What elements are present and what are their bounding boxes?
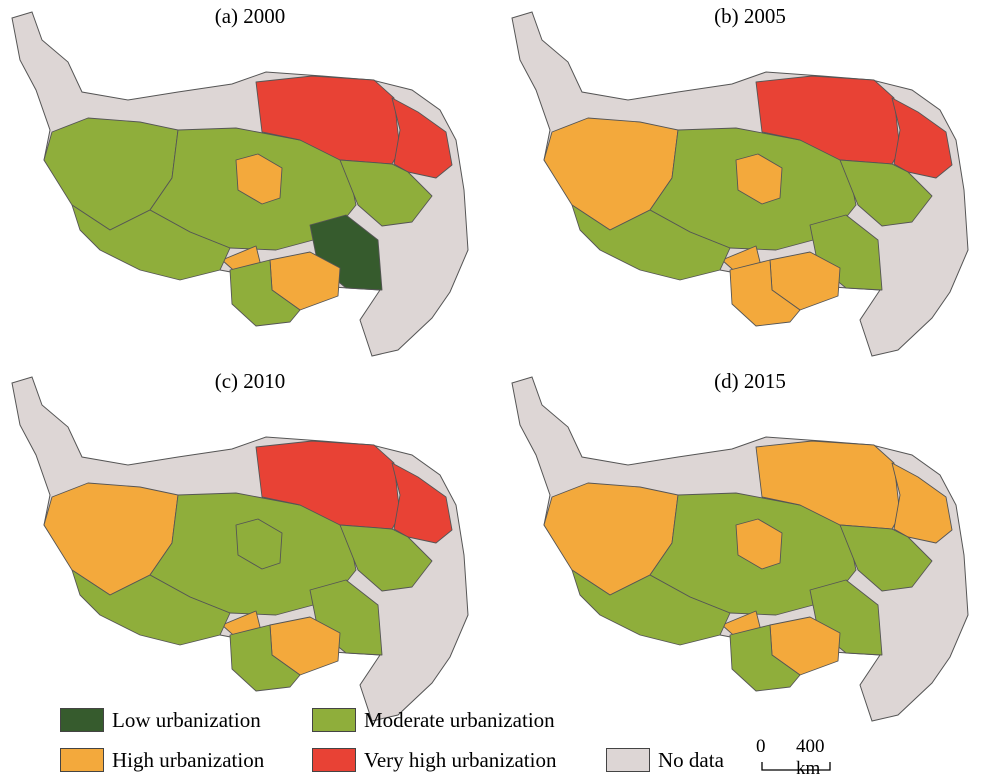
region-east-lower bbox=[729, 259, 801, 327]
panel-title: (d) 2015 bbox=[714, 369, 786, 393]
panel-2010: (c) 2010 bbox=[0, 365, 500, 725]
scale-bar-line bbox=[761, 762, 831, 771]
panel-2000: (a) 2000 bbox=[0, 0, 500, 360]
region-east bbox=[839, 159, 933, 227]
legend-item-moderate: Moderate urbanization bbox=[312, 706, 555, 734]
region-inner-island bbox=[735, 518, 783, 570]
legend: Low urbanization Moderate urbanization H… bbox=[60, 706, 960, 780]
scale-label-distance: 400 km bbox=[796, 736, 825, 779]
legend-item-high: High urbanization bbox=[60, 746, 264, 774]
region-east bbox=[839, 524, 933, 592]
scale-label-zero: 0 bbox=[756, 736, 766, 757]
legend-label-moderate: Moderate urbanization bbox=[364, 707, 555, 732]
map-2015 bbox=[511, 376, 969, 722]
region-inner-island bbox=[735, 153, 783, 205]
map-2010 bbox=[11, 376, 469, 722]
region-east-lower bbox=[229, 259, 301, 327]
legend-item-very-high: Very high urbanization bbox=[312, 746, 556, 774]
map-2000 bbox=[11, 11, 469, 357]
legend-item-low: Low urbanization bbox=[60, 706, 261, 734]
region-northeast-strip bbox=[891, 97, 953, 179]
region-southwest bbox=[571, 204, 731, 281]
legend-swatch-moderate bbox=[312, 708, 356, 732]
region-east-lower bbox=[229, 624, 301, 692]
region-northeast-strip bbox=[391, 462, 453, 544]
legend-swatch-very-high bbox=[312, 748, 356, 772]
region-northeast-strip bbox=[391, 97, 453, 179]
legend-label-low: Low urbanization bbox=[112, 707, 261, 732]
scale-bar: 0 400 km bbox=[748, 736, 848, 779]
panel-title: (c) 2010 bbox=[214, 369, 286, 393]
panel-title: (a) 2000 bbox=[214, 4, 286, 28]
region-east bbox=[339, 524, 433, 592]
legend-label-very-high: Very high urbanization bbox=[364, 747, 557, 772]
panel-2015: (d) 2015 bbox=[500, 365, 1000, 725]
legend-swatch-no-data bbox=[606, 748, 650, 772]
region-east bbox=[339, 159, 433, 227]
panel-title: (b) 2005 bbox=[714, 4, 786, 28]
legend-item-no-data: No data bbox=[606, 746, 724, 774]
map-2005 bbox=[511, 11, 969, 357]
region-southwest bbox=[71, 204, 231, 281]
region-inner-island bbox=[235, 518, 283, 570]
region-southwest bbox=[71, 569, 231, 646]
legend-swatch-low bbox=[60, 708, 104, 732]
region-east-lower bbox=[729, 624, 801, 692]
region-northeast-strip bbox=[891, 462, 953, 544]
region-southwest bbox=[571, 569, 731, 646]
region-inner-island bbox=[235, 153, 283, 205]
legend-swatch-high bbox=[60, 748, 104, 772]
panel-2005: (b) 2005 bbox=[500, 0, 1000, 360]
legend-label-no-data: No data bbox=[658, 747, 724, 772]
legend-label-high: High urbanization bbox=[112, 747, 265, 772]
